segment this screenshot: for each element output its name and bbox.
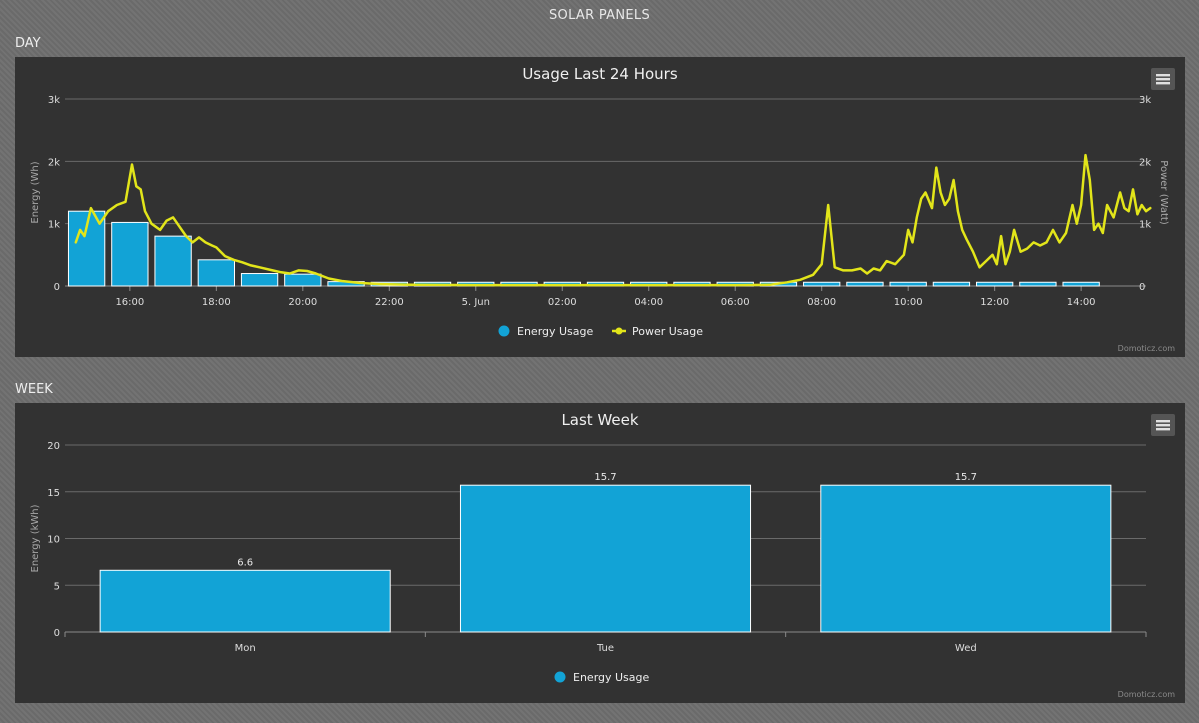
y-axis-title-right: Power (Watt) [1158, 160, 1169, 225]
y-tick-left: 3k [48, 95, 60, 106]
x-tick-label: 14:00 [1067, 297, 1096, 308]
legend-item-power[interactable]: Power Usage [612, 325, 703, 338]
chart-menu-button[interactable] [1151, 414, 1175, 436]
menu-line [1156, 420, 1170, 423]
week-chart-panel: Last Week 0 5 10 15 20 Energy (kWh) 6.6 Mon 15.7 T… [15, 403, 1185, 703]
energy-bar [820, 484, 1112, 633]
y-tick-left: 0 [54, 282, 60, 293]
x-tick-label: 10:00 [894, 297, 923, 308]
y-tick: 15 [47, 488, 60, 499]
credit-text: Domoticz.com [1118, 344, 1176, 353]
energy-bar [154, 235, 192, 287]
x-category-label: Wed [955, 643, 977, 654]
energy-bar [284, 273, 322, 287]
y-tick-right: 1k [1139, 220, 1151, 231]
credit-text: Domoticz.com [1118, 690, 1176, 699]
y-tick-left: 1k [48, 220, 60, 231]
page-title: SOLAR PANELS [548, 8, 651, 23]
y-tick-right: 3k [1139, 95, 1151, 106]
y-tick: 0 [54, 628, 60, 639]
x-tick-label: 04:00 [634, 297, 663, 308]
x-category-label: Tue [596, 643, 614, 654]
energy-bar [1019, 281, 1057, 287]
bar-data-label: 15.7 [955, 472, 977, 483]
x-tick-label: 06:00 [721, 297, 750, 308]
x-tick-label: 16:00 [115, 297, 144, 308]
energy-bar [889, 281, 927, 287]
x-tick-label: 02:00 [548, 297, 577, 308]
bar-data-label: 15.7 [594, 472, 616, 483]
y-axis-title-left: Energy (Wh) [30, 161, 41, 223]
y-axis-title: Energy (kWh) [30, 504, 41, 572]
week-chart-title: Last Week [561, 411, 638, 429]
menu-line [1156, 74, 1170, 77]
week-section-title: WEEK [15, 382, 53, 397]
energy-bar [197, 259, 236, 287]
x-tick-label: 12:00 [980, 297, 1009, 308]
legend-power-label: Power Usage [632, 325, 703, 338]
bar-data-label: 6.6 [237, 557, 253, 568]
x-tick-label: 18:00 [202, 297, 231, 308]
energy-bar [111, 221, 149, 287]
power-usage-line [74, 153, 1152, 287]
week-legend: Energy Usage [554, 671, 650, 684]
day-chart: Usage Last 24 Hours 0 1k 2k 3k 0 1k 2k 3k Energy … [30, 65, 1176, 353]
y-tick-left: 2k [48, 157, 60, 168]
legend-energy-label: Energy Usage [517, 325, 594, 338]
menu-line [1156, 78, 1170, 81]
legend-power-marker [615, 327, 623, 335]
x-tick-label: 20:00 [288, 297, 317, 308]
day-chart-title: Usage Last 24 Hours [522, 65, 678, 83]
menu-line [1156, 82, 1170, 85]
y-tick-right: 2k [1139, 157, 1151, 168]
chart-menu-button[interactable] [1151, 68, 1175, 90]
x-tick-label: 08:00 [807, 297, 836, 308]
hamburger-menu-icon [1156, 420, 1170, 431]
x-tick-label: 22:00 [375, 297, 404, 308]
y-tick: 20 [47, 441, 60, 452]
menu-line [1156, 424, 1170, 427]
legend-energy-marker [498, 325, 510, 337]
energy-bar [459, 484, 752, 633]
energy-bar [803, 281, 841, 287]
energy-bar [1062, 281, 1100, 287]
y-tick: 5 [54, 581, 60, 592]
legend-item-energy[interactable]: Energy Usage [498, 325, 594, 338]
legend-energy-marker [554, 671, 566, 683]
legend-energy-label: Energy Usage [573, 671, 650, 684]
x-tick-label: 5. Jun [462, 297, 490, 308]
energy-bar [846, 281, 884, 287]
day-section-title: DAY [15, 36, 41, 51]
energy-bar [240, 273, 279, 287]
menu-line [1156, 428, 1170, 431]
y-tick-right: 0 [1139, 282, 1145, 293]
hamburger-menu-icon [1156, 74, 1170, 85]
y-tick: 10 [47, 535, 60, 546]
day-legend: Energy Usage Power Usage [498, 325, 703, 338]
day-chart-panel: Usage Last 24 Hours 0 1k 2k 3k 0 1k 2k 3k Energy … [15, 57, 1185, 357]
energy-bar [932, 281, 971, 287]
week-chart: Last Week 0 5 10 15 20 Energy (kWh) 6.6 Mon 15.7 T… [30, 411, 1176, 699]
legend-item-energy[interactable]: Energy Usage [554, 671, 650, 684]
energy-bar [99, 569, 391, 633]
energy-bar [975, 281, 1014, 287]
x-category-label: Mon [235, 643, 256, 654]
